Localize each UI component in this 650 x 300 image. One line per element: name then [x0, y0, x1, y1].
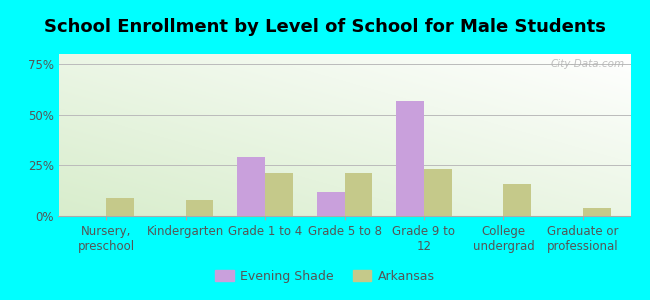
Bar [317, 192, 345, 216]
Bar [396, 100, 424, 216]
Bar [344, 173, 372, 216]
Bar [583, 208, 610, 216]
Legend: Evening Shade, Arkansas: Evening Shade, Arkansas [211, 265, 439, 288]
Bar [237, 157, 265, 216]
Text: City-Data.com: City-Data.com [551, 59, 625, 69]
Bar [503, 184, 531, 216]
Bar [265, 173, 293, 216]
Text: School Enrollment by Level of School for Male Students: School Enrollment by Level of School for… [44, 18, 606, 36]
Bar [424, 169, 452, 216]
Bar [106, 198, 134, 216]
Bar [186, 200, 213, 216]
